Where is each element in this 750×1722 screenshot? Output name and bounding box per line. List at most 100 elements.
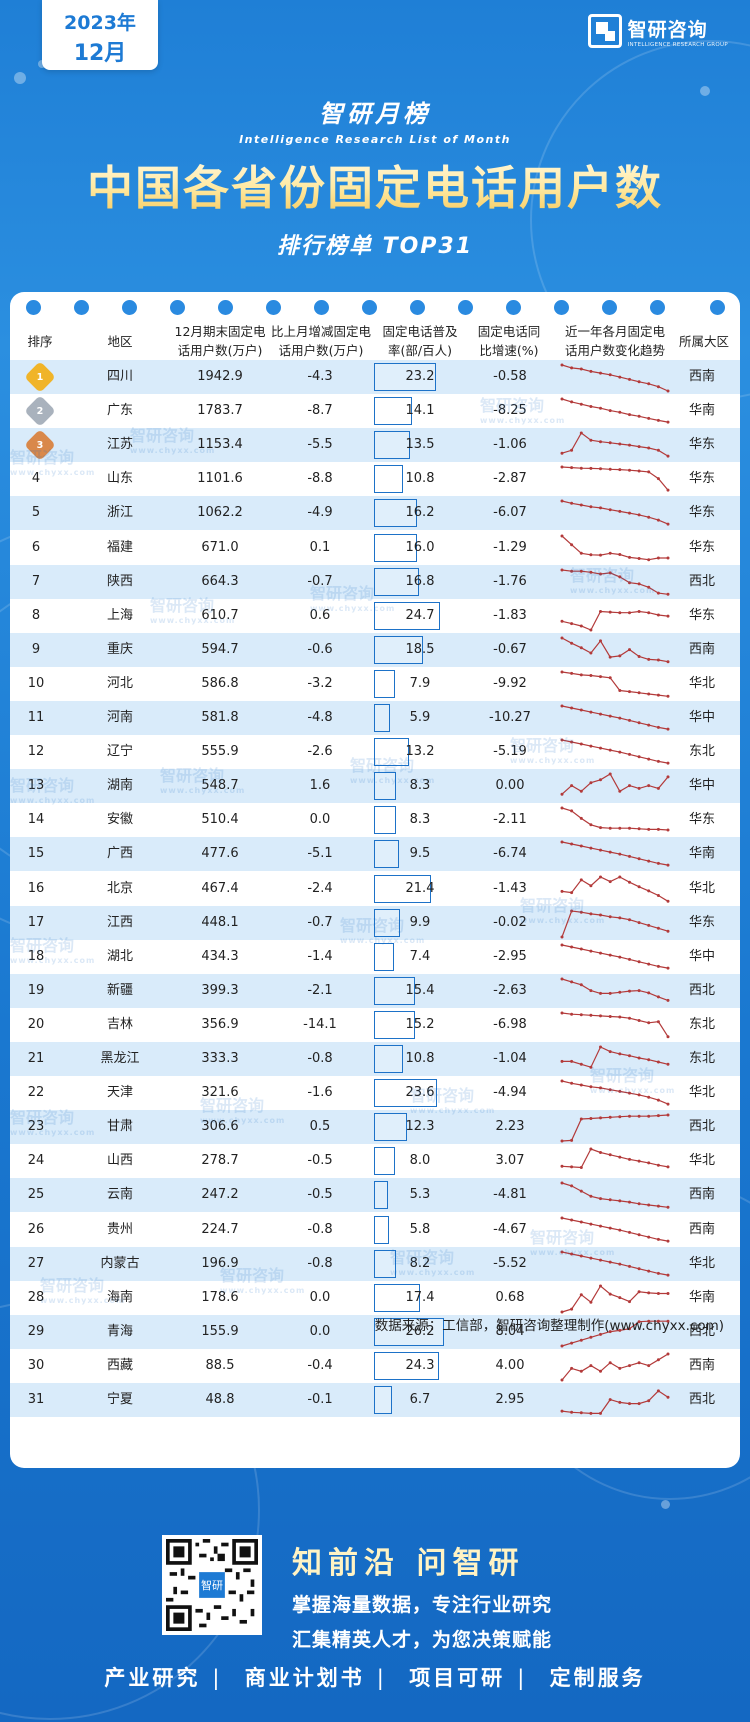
- rank-cell: 31: [27, 1392, 45, 1407]
- users-cell: 247.2: [201, 1187, 239, 1203]
- rank-cell: 18: [27, 948, 45, 964]
- change-cell: 0.0: [309, 812, 331, 828]
- trend-point: [647, 585, 651, 589]
- trend-point: [589, 949, 593, 953]
- trend-point: [579, 817, 583, 821]
- penetration-cell: 21.4: [405, 880, 435, 896]
- penetration-bar: [374, 874, 432, 903]
- trend-point: [589, 781, 593, 785]
- trend-point: [647, 859, 651, 863]
- trend-line: [561, 500, 669, 526]
- trend-line: [561, 1182, 669, 1209]
- table-row: 14 安徽 510.4 0.0 8.3 -2.11 华东: [10, 803, 740, 837]
- change-cell: -5.1: [307, 846, 333, 862]
- trend-point: [570, 502, 574, 506]
- users-cell: 664.3: [201, 573, 239, 589]
- trend-point: [570, 1341, 574, 1345]
- trend-point: [666, 659, 670, 663]
- yoy-cell: -2.95: [493, 948, 527, 964]
- users-cell: 1153.4: [197, 437, 243, 453]
- trend-point: [608, 1198, 612, 1202]
- area-cell: 华中: [688, 778, 715, 794]
- trend-point: [656, 556, 660, 559]
- trend-point: [608, 850, 612, 854]
- trend-line: [561, 1114, 669, 1142]
- trend-point: [560, 792, 564, 796]
- nav-item-feasibility-study[interactable]: 项目可研: [409, 1666, 506, 1690]
- trend-point: [628, 826, 631, 830]
- trend-point: [560, 1378, 564, 1382]
- trend-point: [560, 1310, 564, 1314]
- penetration-bar: [374, 635, 424, 664]
- penetration-bar: [374, 772, 397, 801]
- trend-point: [656, 418, 660, 422]
- trend-point: [637, 1266, 641, 1270]
- trend-line: [561, 1353, 669, 1381]
- trend-point: [599, 1151, 602, 1155]
- trend-point: [647, 610, 651, 614]
- trend-point: [666, 828, 670, 832]
- trend-point: [628, 784, 631, 788]
- trend-line: [562, 1046, 669, 1068]
- trend-point: [656, 591, 660, 595]
- trend-point: [666, 1239, 670, 1243]
- area-cell: 华中: [688, 948, 715, 964]
- trend-sparkline: [560, 534, 670, 561]
- users-cell: 333.3: [201, 1051, 239, 1066]
- trend-point: [666, 420, 670, 424]
- trend-point: [618, 1328, 622, 1332]
- trend-line: [561, 1012, 669, 1037]
- trend-point: [666, 556, 670, 559]
- rank-cell: 19: [27, 982, 45, 998]
- yoy-cell: -0.02: [493, 914, 527, 930]
- yoy-cell: -6.98: [493, 1016, 527, 1032]
- trend-point: [628, 1402, 631, 1406]
- trend-point: [666, 863, 670, 867]
- rank-cell: 14: [27, 812, 45, 828]
- logo-mark-icon: [587, 14, 622, 48]
- trend-point: [599, 951, 602, 955]
- trend-point: [608, 409, 612, 413]
- trend-point: [647, 1235, 651, 1239]
- yoy-cell: -4.94: [493, 1085, 527, 1101]
- penetration-cell: 23.6: [405, 1085, 435, 1101]
- nav-item-industry-research[interactable]: 产业研究: [104, 1666, 201, 1690]
- trend-point: [570, 448, 574, 452]
- qr-code[interactable]: 智研: [162, 1535, 262, 1635]
- region-cell: 贵州: [106, 1221, 133, 1237]
- trend-point: [570, 980, 574, 984]
- area-cell: 华北: [688, 1085, 715, 1101]
- region-cell: 吉林: [106, 1016, 133, 1032]
- yoy-cell: 2.95: [495, 1392, 525, 1407]
- nav-item-custom-service[interactable]: 定制服务: [549, 1666, 646, 1690]
- trend-point: [579, 673, 583, 677]
- area-cell: 华东: [688, 914, 715, 930]
- trend-point: [608, 991, 612, 995]
- users-cell: 48.8: [205, 1392, 235, 1407]
- slogan-line-3: 汇集精英人才，为您决策赋能: [292, 1629, 553, 1651]
- trend-point: [589, 846, 593, 850]
- area-cell: 西北: [688, 1119, 715, 1135]
- rank-cell: 28: [27, 1289, 45, 1305]
- trend-point: [647, 657, 651, 661]
- nav-item-business-plan[interactable]: 商业计划书: [244, 1666, 365, 1690]
- area-cell: 华北: [688, 1153, 715, 1169]
- trend-point: [570, 621, 574, 625]
- area-cell: 东北: [688, 744, 715, 760]
- trend-point: [608, 1292, 612, 1296]
- users-cell: 594.7: [201, 641, 239, 657]
- users-cell: 1942.9: [197, 369, 243, 384]
- trend-line: [561, 807, 669, 831]
- yoy-cell: -1.43: [493, 880, 527, 896]
- trend-point: [599, 712, 602, 716]
- trend-point: [560, 1079, 564, 1083]
- trend-point: [579, 503, 583, 507]
- header-penetration: 固定电话普及 率(部/百人): [382, 324, 458, 358]
- penetration-cell: 6.7: [409, 1392, 431, 1407]
- change-cell: -0.8: [307, 1255, 333, 1271]
- trend-point: [656, 658, 660, 662]
- trend-point: [666, 454, 670, 458]
- region-cell: 陕西: [106, 573, 133, 589]
- table-row: 17 江西 448.1 -0.7 9.9 -0.02 华东: [10, 905, 740, 940]
- rank-cell: 9: [31, 641, 41, 657]
